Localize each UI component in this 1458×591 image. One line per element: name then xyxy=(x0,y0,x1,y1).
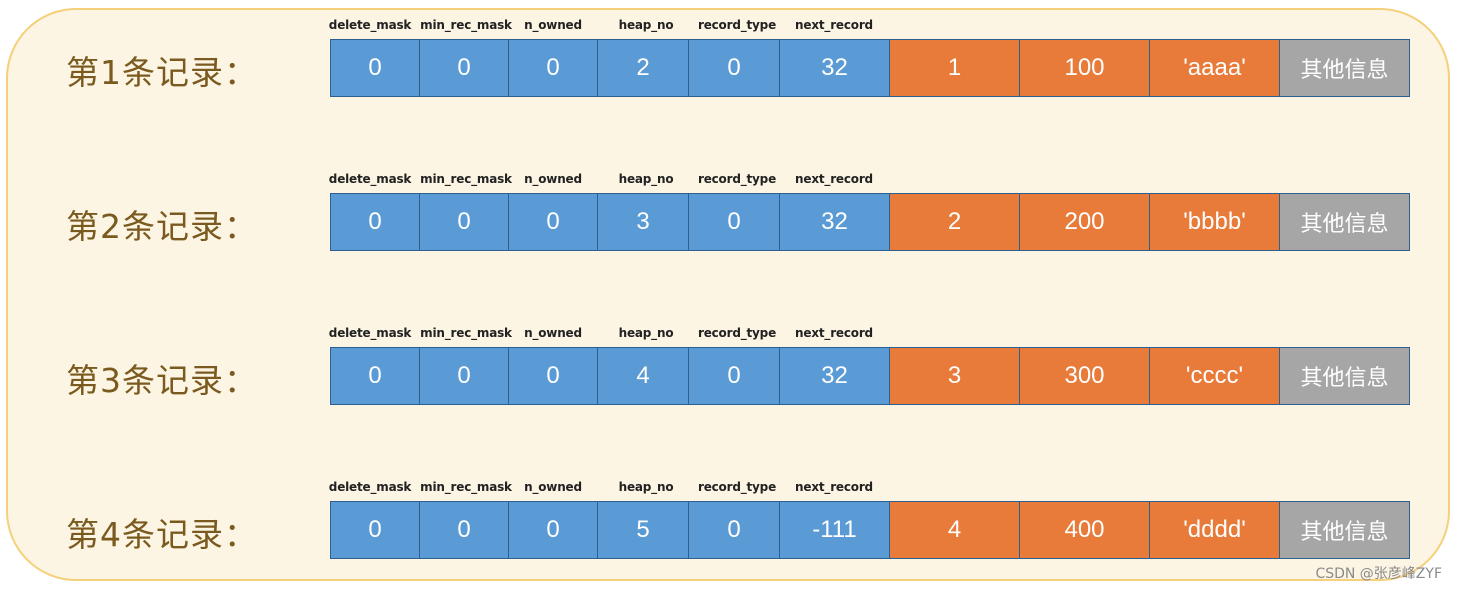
record-cells: 0 0 0 2 0 32 1 100 'aaaa' 其他信息 xyxy=(330,39,1410,97)
min-rec-mask-cell: 0 xyxy=(419,193,508,251)
header-label-record-type: record_type xyxy=(697,480,777,494)
header-label-delete-mask: delete_mask xyxy=(328,326,412,340)
header-label-delete-mask: delete_mask xyxy=(328,18,412,32)
column-2-cell: 400 xyxy=(1019,501,1149,559)
other-info-cell: 其他信息 xyxy=(1279,193,1410,251)
column-3-cell: 'dddd' xyxy=(1149,501,1279,559)
header-label-next-record: next_record xyxy=(795,326,873,340)
next-record-cell: 32 xyxy=(779,193,889,251)
next-record-cell: -111 xyxy=(779,501,889,559)
min-rec-mask-cell: 0 xyxy=(419,39,508,97)
header-label-min-rec-mask: min_rec_mask xyxy=(420,326,512,340)
other-info-cell: 其他信息 xyxy=(1279,501,1410,559)
header-label-n-owned: n_owned xyxy=(524,326,582,340)
header-label-record-type: record_type xyxy=(697,18,777,32)
header-label-heap-no: heap_no xyxy=(618,18,674,32)
record-type-cell: 0 xyxy=(688,501,779,559)
header-label-n-owned: n_owned xyxy=(524,18,582,32)
delete-mask-cell: 0 xyxy=(330,501,419,559)
column-2-cell: 300 xyxy=(1019,347,1149,405)
header-label-n-owned: n_owned xyxy=(524,172,582,186)
column-3-cell: 'aaaa' xyxy=(1149,39,1279,97)
column-3-cell: 'cccc' xyxy=(1149,347,1279,405)
n-owned-cell: 0 xyxy=(508,193,597,251)
delete-mask-cell: 0 xyxy=(330,193,419,251)
record-row-2: 第2条记录： delete_mask min_rec_mask n_owned … xyxy=(0,162,1458,262)
header-label-delete-mask: delete_mask xyxy=(328,480,412,494)
header-label-heap-no: heap_no xyxy=(618,326,674,340)
column-2-cell: 200 xyxy=(1019,193,1149,251)
other-info-cell: 其他信息 xyxy=(1279,39,1410,97)
record-label: 第2条记录： xyxy=(66,207,258,246)
record-type-cell: 0 xyxy=(688,39,779,97)
record-type-cell: 0 xyxy=(688,193,779,251)
n-owned-cell: 0 xyxy=(508,347,597,405)
min-rec-mask-cell: 0 xyxy=(419,347,508,405)
column-1-cell: 1 xyxy=(889,39,1019,97)
record-cells: 0 0 0 4 0 32 3 300 'cccc' 其他信息 xyxy=(330,347,1410,405)
header-label-next-record: next_record xyxy=(795,18,873,32)
record-label: 第4条记录： xyxy=(66,515,258,554)
record-row-4: 第4条记录： delete_mask min_rec_mask n_owned … xyxy=(0,470,1458,570)
heap-no-cell: 2 xyxy=(597,39,688,97)
record-label: 第1条记录： xyxy=(66,53,258,92)
heap-no-cell: 4 xyxy=(597,347,688,405)
record-label: 第3条记录： xyxy=(66,361,258,400)
records-frame xyxy=(6,8,1450,581)
header-label-min-rec-mask: min_rec_mask xyxy=(420,480,512,494)
heap-no-cell: 3 xyxy=(597,193,688,251)
other-info-cell: 其他信息 xyxy=(1279,347,1410,405)
header-label-record-type: record_type xyxy=(697,326,777,340)
record-type-cell: 0 xyxy=(688,347,779,405)
header-label-min-rec-mask: min_rec_mask xyxy=(420,172,512,186)
delete-mask-cell: 0 xyxy=(330,39,419,97)
record-row-1: 第1条记录： delete_mask min_rec_mask n_owned … xyxy=(0,8,1458,108)
n-owned-cell: 0 xyxy=(508,39,597,97)
column-3-cell: 'bbbb' xyxy=(1149,193,1279,251)
header-label-n-owned: n_owned xyxy=(524,480,582,494)
column-1-cell: 4 xyxy=(889,501,1019,559)
min-rec-mask-cell: 0 xyxy=(419,501,508,559)
header-label-heap-no: heap_no xyxy=(618,480,674,494)
header-label-heap-no: heap_no xyxy=(618,172,674,186)
record-row-3: 第3条记录： delete_mask min_rec_mask n_owned … xyxy=(0,316,1458,416)
header-label-next-record: next_record xyxy=(795,480,873,494)
delete-mask-cell: 0 xyxy=(330,347,419,405)
record-cells: 0 0 0 3 0 32 2 200 'bbbb' 其他信息 xyxy=(330,193,1410,251)
column-1-cell: 2 xyxy=(889,193,1019,251)
record-cells: 0 0 0 5 0 -111 4 400 'dddd' 其他信息 xyxy=(330,501,1410,559)
watermark: CSDN @张彦峰ZYF xyxy=(1315,566,1442,582)
header-label-record-type: record_type xyxy=(697,172,777,186)
heap-no-cell: 5 xyxy=(597,501,688,559)
header-label-min-rec-mask: min_rec_mask xyxy=(420,18,512,32)
n-owned-cell: 0 xyxy=(508,501,597,559)
header-label-delete-mask: delete_mask xyxy=(328,172,412,186)
column-2-cell: 100 xyxy=(1019,39,1149,97)
next-record-cell: 32 xyxy=(779,39,889,97)
next-record-cell: 32 xyxy=(779,347,889,405)
header-label-next-record: next_record xyxy=(795,172,873,186)
column-1-cell: 3 xyxy=(889,347,1019,405)
